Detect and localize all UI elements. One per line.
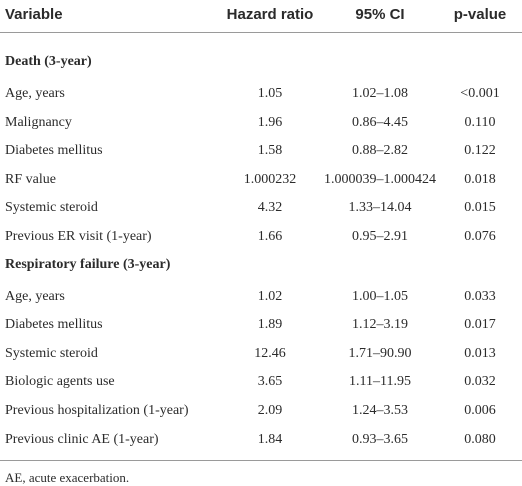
variable-cell: Diabetes mellitus	[5, 317, 103, 333]
variable-cell: Previous ER visit (1-year)	[5, 229, 152, 244]
95-ci-cell: 1.71–90.90	[348, 345, 412, 361]
variable-cell: Malignancy	[5, 114, 72, 130]
p-value-cell: 0.018	[464, 171, 496, 187]
95-ci-cell: 0.95–2.91	[352, 229, 408, 244]
p-value-cell: 0.080	[464, 431, 496, 447]
hazard-ratio-cell: 1.84	[257, 431, 283, 447]
p-value-cell: 0.015	[464, 200, 496, 216]
p-value-cell: 0.006	[464, 403, 496, 418]
95-ci-cell: 0.86–4.45	[352, 114, 408, 130]
95-ci-cell: 1.24–3.53	[352, 403, 408, 418]
variable-cell: Diabetes mellitus	[5, 143, 103, 159]
variable-cell: Biologic agents use	[5, 374, 115, 390]
footnote: AE, acute exacerbation.	[5, 470, 130, 485]
header-hazard-ratio: Hazard ratio	[226, 6, 314, 23]
95-ci-cell: 1.12–3.19	[352, 317, 408, 333]
header-95-ci: 95% CI	[355, 6, 405, 23]
header-rule	[0, 32, 522, 33]
95-ci-cell: 1.00–1.05	[352, 288, 408, 304]
95-ci-cell: 1.02–1.08	[352, 86, 408, 101]
hazard-ratio-cell: 1.02	[257, 288, 283, 304]
variable-cell: Systemic steroid	[5, 345, 98, 361]
variable-cell: RF value	[5, 171, 56, 187]
p-value-cell: 0.013	[464, 345, 496, 361]
p-value-cell: 0.076	[464, 229, 496, 244]
95-ci-cell: 1.33–14.04	[348, 200, 412, 216]
p-value-cell: 0.122	[464, 143, 496, 159]
bottom-rule	[0, 460, 522, 461]
p-value-cell: 0.110	[464, 114, 496, 130]
variable-cell: Age, years	[5, 86, 65, 101]
hazard-ratio-cell: 4.32	[257, 200, 283, 216]
hazard-ratio-cell: 1.96	[257, 114, 283, 130]
header-variable: Variable	[5, 6, 63, 23]
p-value-cell: 0.032	[464, 374, 496, 390]
95-ci-cell: 1.000039–1.000424	[324, 171, 436, 187]
hazard-ratio-cell: 1.89	[257, 317, 283, 333]
hazard-ratio-cell: 1.66	[257, 229, 283, 244]
p-value-cell: <0.001	[460, 86, 500, 101]
95-ci-cell: 1.11–11.95	[349, 374, 411, 390]
hazard-ratio-cell: 1.05	[257, 86, 283, 101]
95-ci-cell: 0.88–2.82	[352, 143, 408, 159]
header-p-value: p-value	[453, 6, 507, 23]
variable-cell: Previous clinic AE (1-year)	[5, 431, 159, 447]
hazard-ratio-cell: 1.58	[257, 143, 283, 159]
hazard-ratio-cell: 2.09	[257, 403, 283, 418]
section-title: Death (3-year)	[5, 54, 92, 69]
section-title: Respiratory failure (3-year)	[5, 256, 171, 272]
95-ci-cell: 0.93–3.65	[352, 431, 408, 447]
variable-cell: Previous hospitalization (1-year)	[5, 403, 189, 418]
p-value-cell: 0.033	[464, 288, 496, 304]
p-value-cell: 0.017	[464, 317, 496, 333]
variable-cell: Systemic steroid	[5, 200, 98, 216]
hazard-ratio-cell: 3.65	[257, 374, 283, 390]
hazard-ratio-cell: 12.46	[254, 345, 286, 361]
hazard-ratio-cell: 1.000232	[243, 171, 297, 187]
variable-cell: Age, years	[5, 288, 65, 304]
